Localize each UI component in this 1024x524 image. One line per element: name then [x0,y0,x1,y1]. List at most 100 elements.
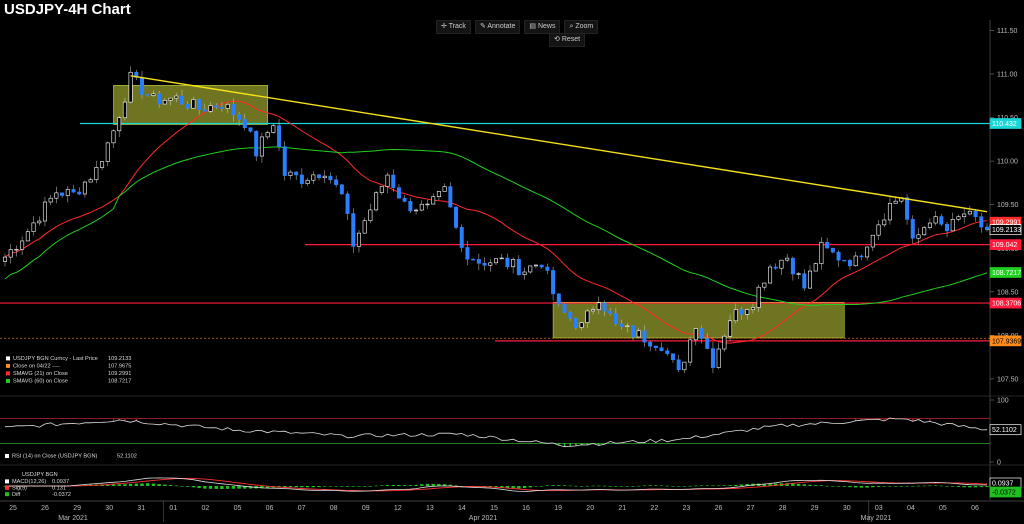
price-tag-label: 108.3706 [992,301,1021,308]
zoom-button[interactable]: ⌕ Zoom [564,20,599,34]
macd-diff-bar [762,483,767,486]
macd-diff-bar [288,486,293,488]
reset-button[interactable]: ⟲ Reset [549,33,586,47]
candle [100,161,105,168]
y-tick-label: 111.00 [997,72,1017,79]
candle [773,266,778,269]
macd-diff-bar [614,486,618,487]
candle [539,264,544,268]
macd-diff-bar [688,485,692,487]
x-tick-label: 16 [522,505,530,512]
macd-diff-bar [128,483,133,486]
candle [94,167,99,180]
candle [682,361,687,371]
candle [254,130,259,157]
macd-diff-bar [859,486,864,488]
macd-diff-bar [808,484,812,486]
candle [408,201,413,212]
x-group-label: Mar 2021 [58,515,88,522]
candle [956,216,961,220]
candle [962,213,967,218]
candle [419,203,424,211]
x-tick-label: 19 [554,505,562,512]
macd-diff-bar [916,485,921,487]
candle [522,271,527,276]
legend-background [3,356,143,390]
candle [705,338,710,349]
candle [77,191,82,195]
macd-diff-bar [865,486,869,488]
macd-diff-bar [380,485,384,486]
macd-diff-bar [962,486,966,488]
macd-diff-bar [225,486,230,489]
candle [391,174,396,188]
candle [836,251,841,261]
candle [665,350,670,355]
candle [317,174,322,179]
macd-diff-bar [791,483,795,486]
macd-diff-bar [682,486,687,487]
macd-diff-bar [597,485,601,487]
x-group-label: May 2021 [861,515,892,522]
candle [499,257,504,260]
macd-diff-bar [323,486,327,487]
price-tag [989,118,1022,129]
candle [265,132,270,138]
macd-diff-bar [146,483,150,486]
candle [305,179,310,184]
macd-diff-bar [928,485,932,487]
y-tick-label: 111.50 [997,28,1017,35]
candle [933,216,938,224]
macd-diff-bar [283,486,287,488]
news-button[interactable]: ▤ News [524,20,561,34]
macd-diff-bar [728,485,732,486]
macd-diff-bar [608,485,612,487]
candle [790,257,795,275]
macd-diff-bar [528,486,532,488]
candle [859,255,864,258]
candle [31,222,36,232]
candle [471,258,476,261]
macd-diff-bar [871,486,875,488]
macd-diff-bar [117,484,121,486]
candle [653,345,658,349]
candle [237,114,242,120]
candle [225,104,230,109]
candle [117,117,122,132]
candle [356,232,361,247]
candle [48,197,53,203]
macd-diff-bar [402,485,407,486]
macd-diff-bar [625,486,630,487]
candle [608,310,613,314]
price-tag [989,239,1022,250]
macd-diff-bar [448,484,453,486]
macd-diff-bar [140,483,144,486]
legend-value: 108.7217 [108,379,131,385]
x-tick-label: 05 [939,505,947,512]
candle [65,189,70,196]
macd-diff-bar [939,485,944,487]
pencil-icon: ✎ [479,23,488,30]
macd-diff-bar [311,486,316,488]
candle [282,146,287,176]
x-tick-label: 28 [779,505,787,512]
track-button[interactable]: ✛ Track [436,20,471,34]
rsi-tick-label: 0 [997,460,1001,467]
candle [984,226,990,230]
legend-swatch [6,356,10,361]
candle [722,335,727,350]
macd-diff-bar [699,485,704,487]
macd-diff-bar [711,485,715,487]
candle [568,312,573,319]
candle [596,302,601,310]
macd-diff-bar [985,486,989,487]
macd-diff-bar [317,486,321,488]
candle [533,264,538,267]
macd-diff-bar [151,483,156,486]
candle [710,348,715,368]
macd-diff-bar [836,486,841,487]
annotate-button[interactable]: ✎ Annotate [474,20,521,34]
macd-diff-bar [397,484,401,486]
crosshair-icon: ✛ [441,23,449,30]
